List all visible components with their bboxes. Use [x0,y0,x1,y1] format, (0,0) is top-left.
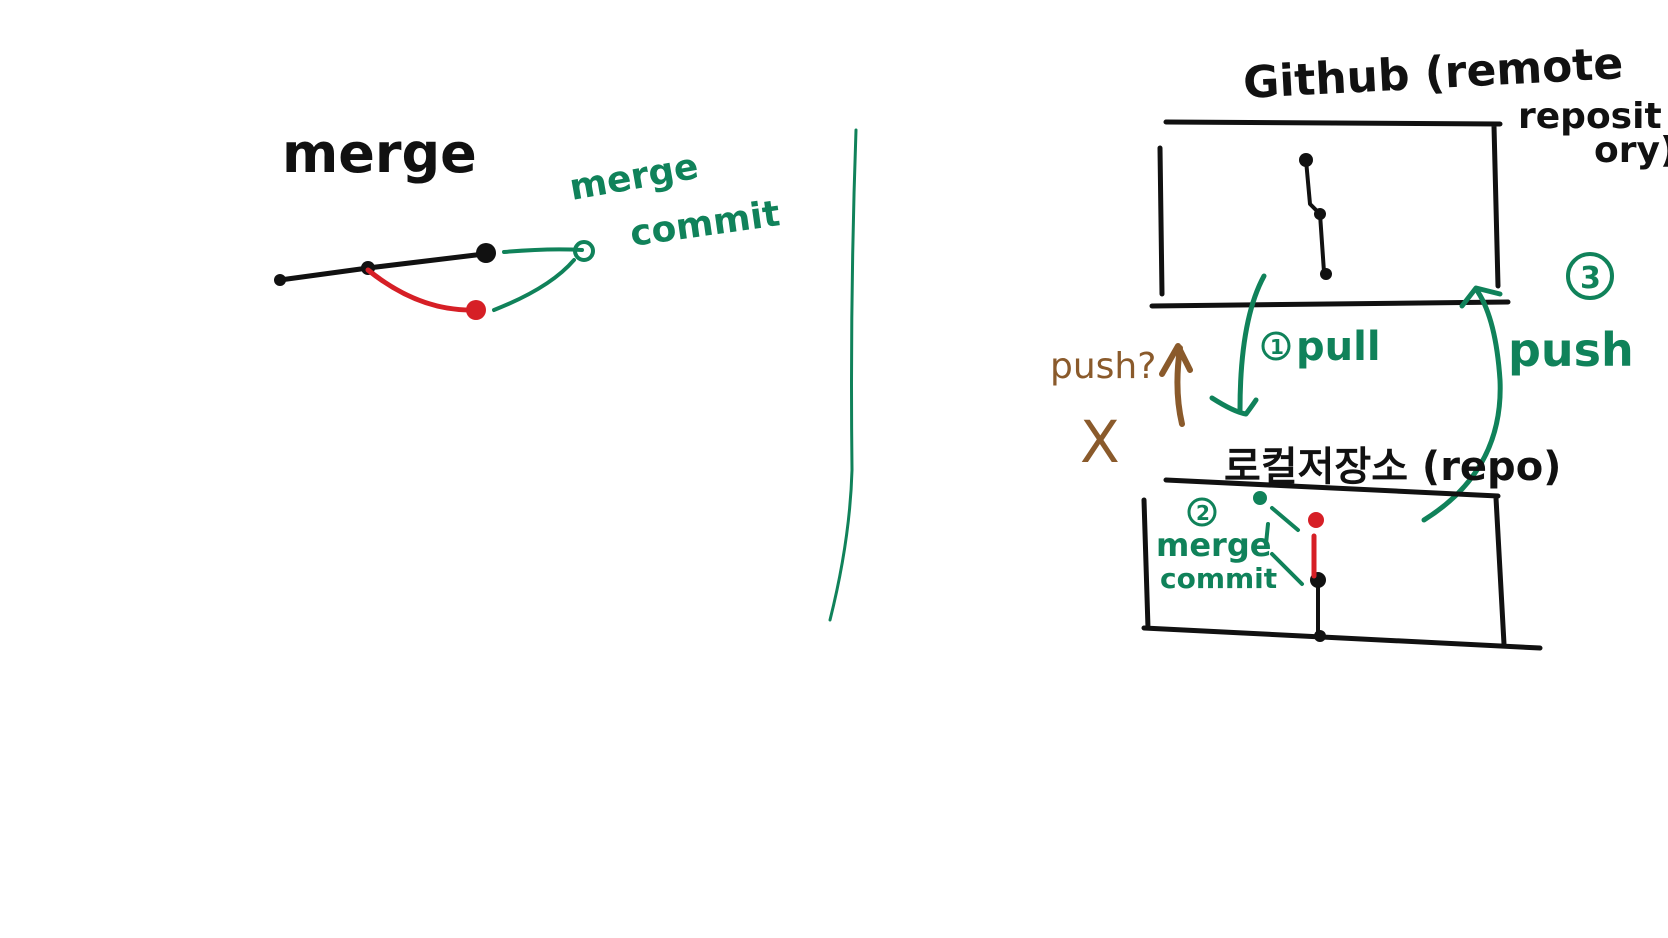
local-feature-dot [1308,512,1324,528]
remote-commit-dot-2 [1314,208,1326,220]
feature-branch-line [365,267,479,313]
remote-label-line3: ory) [1594,130,1668,171]
step2-label-line1: merge [1156,526,1271,564]
merge-commit-label-line2: commit [628,193,783,255]
merge-diagram: merge merge commit [274,122,782,320]
merge-commit-dot [573,240,595,262]
remote-commit-dot-3 [1320,268,1332,280]
merge-line-bottom [492,258,576,312]
push-rejected-mark: X [1080,408,1120,476]
merge-title: merge [282,122,477,185]
merge-line-top [502,247,584,254]
panel-divider [828,128,858,622]
push-arrow [1421,285,1503,523]
local-merge-dot [1253,491,1267,505]
pull-arrow [1209,273,1267,417]
remote-label-line2: reposit [1518,96,1662,137]
local-label: 로컬저장소 (repo) [1224,444,1561,490]
step1-label: pull [1296,324,1381,370]
local-commit-dot-2 [1314,630,1326,642]
step2-circle [1187,497,1217,527]
feature-commit-dot [466,300,486,320]
step2-number: 2 [1196,501,1210,525]
remote-commit-dot-1 [1299,153,1313,167]
step1-circle [1261,331,1291,361]
step1-number: 1 [1270,335,1284,359]
step2-label-line2: commit [1160,562,1277,595]
step3-label: push [1508,323,1634,377]
commit-dot-3 [476,243,496,263]
push-question-arrow [1159,343,1193,427]
merge-commit-label-line1: merge [566,146,701,209]
remote-commit-line [1304,158,1326,274]
remote-repo-box [1149,119,1511,309]
local-merge-line [1264,506,1304,586]
step3-number: 3 [1580,261,1601,296]
main-branch-line [277,251,487,283]
commit-dot-1 [274,274,286,286]
step3-circle [1566,252,1614,300]
git-flow-diagram: Github (remote reposit ory) 1 pull push?… [1050,38,1668,651]
push-question-label: push? [1050,346,1156,387]
local-repo-box [1141,477,1543,651]
